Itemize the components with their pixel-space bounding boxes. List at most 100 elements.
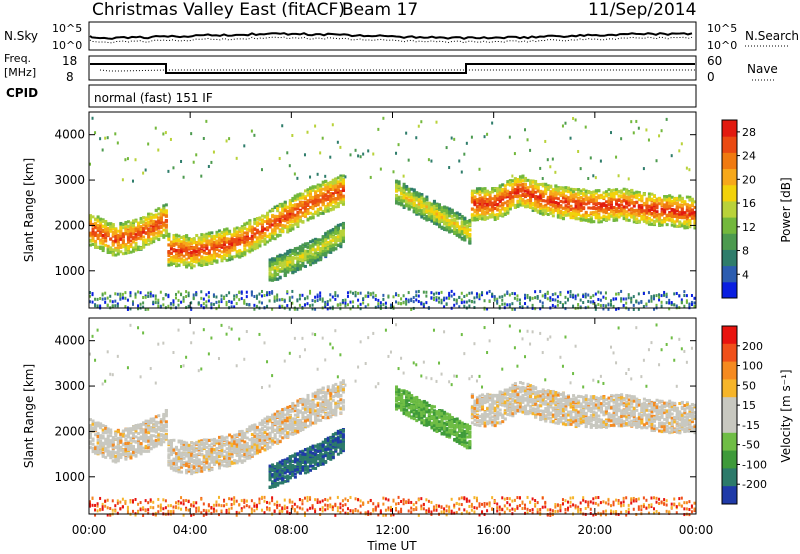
heatmap-cell [602,295,605,299]
heatmap-cell [506,208,510,212]
heatmap-cell [470,135,473,139]
heatmap-cell [341,181,345,185]
heatmap-cell [567,208,571,212]
heatmap-cell [205,232,209,236]
heatmap-cell [281,267,285,271]
heatmap-cell [604,209,608,213]
heatmap-cell [129,294,132,298]
heatmap-cell [309,211,313,215]
heatmap-cell [397,201,401,205]
heatmap-cell [572,197,576,201]
heatmap-cell [518,180,522,184]
heatmap-cell [582,216,586,220]
heatmap-cell [152,219,156,223]
heatmap-cell [276,257,280,261]
heatmap-cell [139,220,143,224]
heatmap-cell [114,236,118,240]
heatmap-cell [481,198,485,202]
heatmap-cell [458,213,462,217]
heatmap-cell [225,300,228,304]
heatmap-cell [587,176,590,180]
heatmap-cell [395,197,399,201]
heatmap-cell [152,240,156,244]
heatmap-cell [445,209,449,213]
heatmap-cell [521,192,525,196]
heatmap-cell [339,191,343,195]
heatmap-cell [412,198,416,202]
heatmap-cell [139,302,142,306]
heatmap-cell [382,303,385,307]
heatmap-cell [625,210,629,214]
heatmap-cell [339,242,343,246]
heatmap-cell [131,224,135,228]
heatmap-cell [610,303,613,307]
heatmap-cell [258,292,261,296]
heatmap-cell [164,233,168,237]
heatmap-cell [561,191,565,195]
heatmap-cell [316,295,319,299]
plot-title: Christmas Valley East (fitACF) [92,0,345,20]
heatmap-cell [119,221,123,225]
heatmap-cell [197,239,201,243]
heatmap-cell [640,199,644,203]
heatmap-cell [217,241,221,245]
heatmap-cell [283,252,287,256]
heatmap-cell [291,251,295,255]
heatmap-cell [288,307,291,311]
heatmap-cell [556,205,560,209]
heatmap-cell [185,257,189,261]
heatmap-cell [463,152,466,156]
heatmap-cell [546,195,550,199]
heatmap-cell [139,246,143,250]
heatmap-cell [518,305,521,309]
heatmap-cell [268,218,272,222]
heatmap-cell [521,201,525,205]
heatmap-cell [620,190,624,194]
heatmap-cell [314,237,318,241]
heatmap-cell [230,257,234,261]
heatmap-cell [329,247,333,251]
heatmap-cell [450,289,453,293]
heatmap-cell [518,189,522,193]
heatmap-cell [635,212,639,216]
heatmap-cell [453,292,456,296]
heatmap-cell [114,239,118,243]
heatmap-cell [331,244,335,248]
heatmap-cell [589,206,593,210]
heatmap-cell [645,201,649,205]
heatmap-cell [169,241,173,245]
heatmap-cell [111,300,114,304]
heatmap-cell [582,218,586,222]
heatmap-cell [164,231,168,235]
heatmap-cell [291,260,295,264]
heatmap-cell [319,211,323,215]
heatmap-cell [157,238,161,242]
heatmap-cell [233,238,237,242]
heatmap-cell [111,227,115,231]
heatmap-cell [488,193,492,197]
heatmap-cell [329,208,333,212]
heatmap-cell [336,294,339,298]
heatmap-cell [233,294,236,298]
heatmap-cell [119,250,123,254]
heatmap-cell [549,298,552,302]
heatmap-cell [314,198,318,202]
heatmap-cell [615,297,618,301]
heatmap-cell [627,213,631,217]
heatmap-cell [503,190,507,194]
heatmap-cell [450,294,453,298]
heatmap-cell [334,225,338,229]
heatmap-cell [263,233,267,237]
heatmap-cell [534,182,538,186]
heatmap-cell [592,202,596,206]
heatmap-cell [506,292,509,296]
heatmap-cell [316,207,320,211]
heatmap-cell [513,180,517,184]
heatmap-cell [455,233,459,237]
heatmap-cell [336,231,340,235]
heatmap-cell [577,191,581,195]
heatmap-cell [410,205,414,209]
heatmap-cell [147,238,151,242]
heatmap-cell [443,222,447,226]
heatmap-cell [154,297,157,301]
